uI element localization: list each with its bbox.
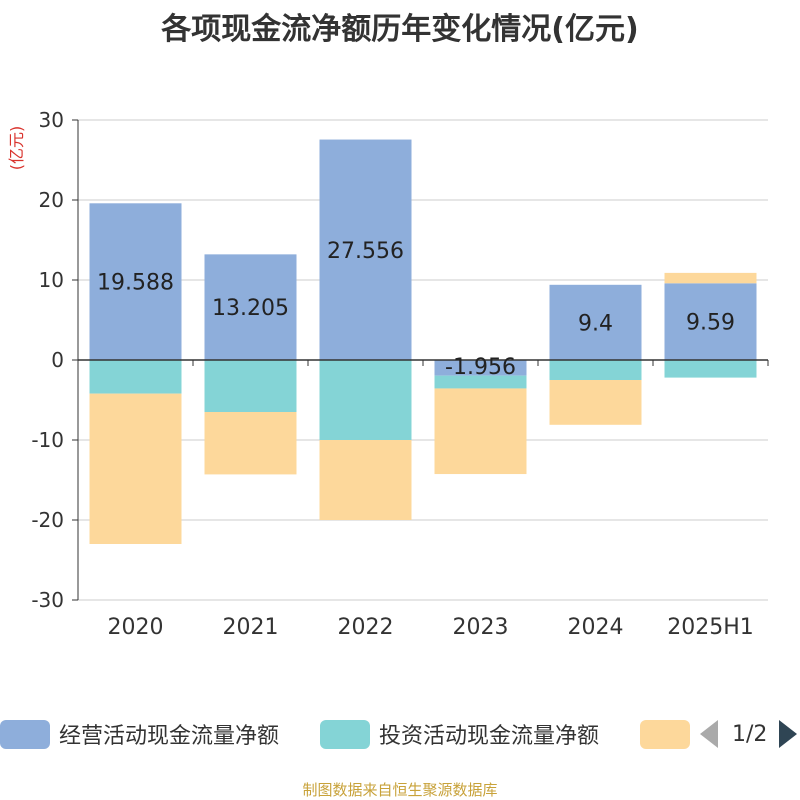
legend-item-financing[interactable] <box>640 716 699 752</box>
bar-series-2 <box>89 393 182 544</box>
legend-swatch-financing <box>640 719 690 749</box>
data-label: 13.205 <box>212 296 289 321</box>
legend-label-investing: 投资活动现金流量净额 <box>379 724 600 749</box>
legend: 经营活动现金流量净额 投资活动现金流量净额 1/2 <box>0 716 800 752</box>
source-note: 制图数据来自恒生聚源数据库 <box>302 781 498 799</box>
bars <box>89 139 757 544</box>
data-labels: 19.588 13.205 27.556 -1.956 9.4 9.59 <box>97 239 735 380</box>
legend-swatch-operating <box>0 719 50 749</box>
data-label: 27.556 <box>327 239 404 264</box>
legend-swatch-investing <box>320 719 370 749</box>
bar-series-2 <box>664 272 757 284</box>
data-label: -1.956 <box>445 355 516 380</box>
bar-series-0 <box>434 360 527 376</box>
next-page-icon[interactable] <box>779 720 798 748</box>
y-tick-label: 10 <box>39 268 64 292</box>
bar-series-0 <box>89 203 182 360</box>
y-tick-label: -10 <box>31 428 64 452</box>
x-tick-label: 2022 <box>338 615 394 640</box>
legend-pager: 1/2 <box>700 716 798 752</box>
axes: 30 20 10 0 -10 -20 -30 (亿元) 2020 2021 2022 2023 2024… <box>7 108 769 640</box>
legend-label-operating: 经营活动现金流量净额 <box>59 724 280 749</box>
chart: 30 20 10 0 -10 -20 -30 (亿元) 2020 2021 2022 2023 2024… <box>7 108 769 640</box>
bar-series-0 <box>319 139 412 360</box>
bar-series-1 <box>549 360 642 380</box>
bar-series-1 <box>319 360 412 440</box>
bar-series-1 <box>664 360 757 378</box>
chart-title: 各项现金流净额历年变化情况(亿元) <box>161 12 639 47</box>
bar-series-2 <box>204 412 297 475</box>
bar-series-1 <box>434 375 527 389</box>
legend-item-operating[interactable]: 经营活动现金流量净额 <box>0 716 279 752</box>
y-tick-label: -20 <box>31 508 64 532</box>
x-tick-label: 2024 <box>568 615 624 640</box>
x-tick-label: 2023 <box>453 615 509 640</box>
data-label: 9.59 <box>686 311 735 336</box>
y-tick-label: 0 <box>51 348 64 372</box>
x-tick-label: 2025H1 <box>667 615 754 640</box>
bar-series-0 <box>204 254 297 360</box>
bar-series-2 <box>549 380 642 425</box>
y-tick-label: 30 <box>39 108 64 132</box>
bar-series-2 <box>319 440 412 520</box>
bar-series-1 <box>89 360 182 394</box>
bar-series-1 <box>204 360 297 412</box>
x-tick-label: 2020 <box>108 615 164 640</box>
x-tick-label: 2021 <box>223 615 279 640</box>
prev-page-icon[interactable] <box>700 720 718 748</box>
bar-series-0 <box>664 283 757 360</box>
y-tick-label: 20 <box>39 188 64 212</box>
data-label: 19.588 <box>97 271 174 296</box>
legend-item-investing[interactable]: 投资活动现金流量净额 <box>320 716 599 752</box>
bar-series-0 <box>549 284 642 360</box>
legend-page-indicator: 1/2 <box>732 721 768 747</box>
y-tick-label: -30 <box>31 588 64 612</box>
bar-series-2 <box>434 388 527 475</box>
y-axis-label: (亿元) <box>7 126 26 171</box>
data-label: 9.4 <box>578 311 613 336</box>
